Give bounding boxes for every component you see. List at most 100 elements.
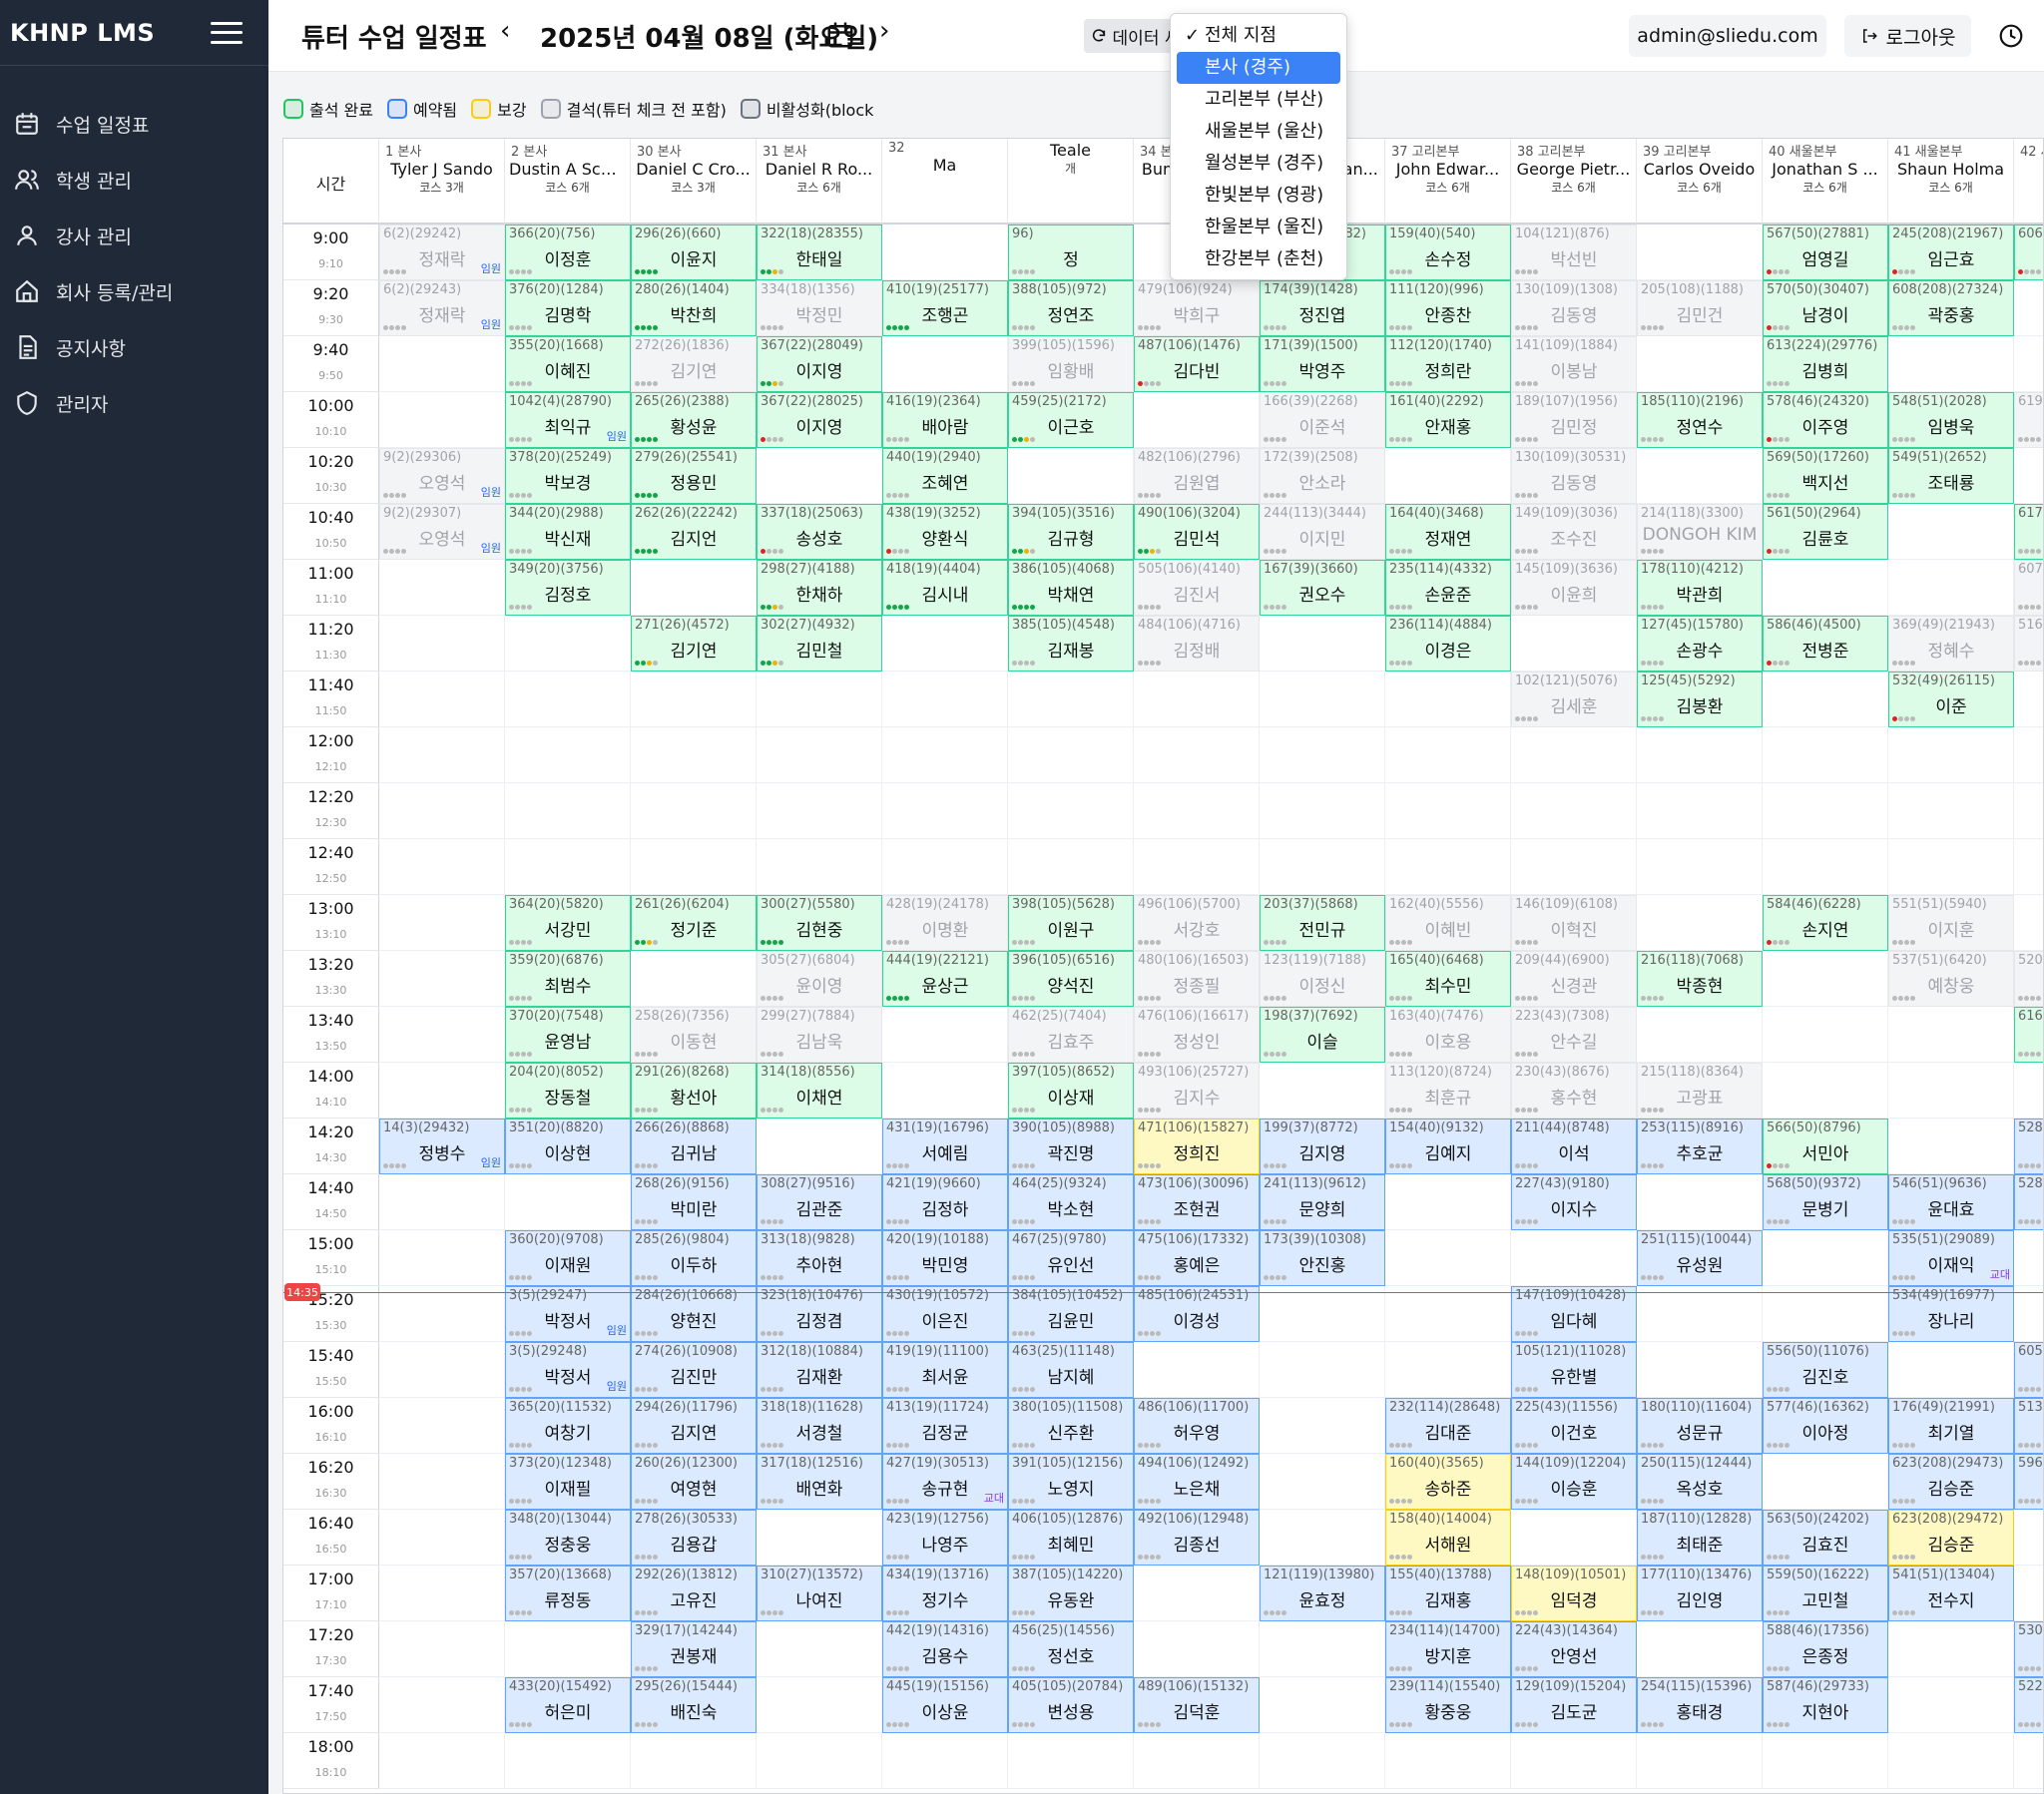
lesson-cell[interactable]: 367(22)(28025) 이지영 [757, 392, 882, 448]
lesson-cell[interactable]: 570(50)(30407) 남경이 [1763, 280, 1888, 336]
lesson-cell[interactable]: 260(26)(12300) 여영현 [631, 1454, 757, 1510]
lesson-cell[interactable]: 162(40)(5556) 이혜빈 [1385, 895, 1511, 951]
lesson-cell[interactable]: 567(50)(27881) 엄영길 [1763, 224, 1888, 280]
lesson-cell[interactable]: 216(118)(7068) 박종현 [1637, 951, 1763, 1007]
lesson-cell[interactable]: 378(20)(25249) 박보경 [505, 448, 631, 504]
lesson-cell[interactable]: 6(2)(29242) 정재락 임원 [379, 224, 505, 280]
branch-option[interactable]: 고리본부 (부산) [1177, 84, 1340, 116]
lesson-cell[interactable]: 147(109)(10428) 임다혜 [1511, 1286, 1637, 1342]
brand-logo[interactable]: KHNP LMS [10, 18, 156, 47]
tutor-header[interactable]: 31 본사 Daniel R Ro... 코스 6개 [757, 139, 882, 224]
menu-toggle-icon[interactable] [211, 21, 243, 44]
lesson-cell[interactable]: 561(50)(2964) 김륜호 [1763, 504, 1888, 560]
lesson-cell[interactable]: 418(19)(4404) 김시내 [882, 560, 1008, 616]
lesson-cell[interactable]: 227(43)(9180) 이지수 [1511, 1174, 1637, 1230]
lesson-cell[interactable]: 278(26)(30533) 김용갑 [631, 1510, 757, 1566]
lesson-cell[interactable]: 388(105)(972) 정연조 [1008, 280, 1134, 336]
lesson-cell[interactable]: 397(105)(8652) 이상재 [1008, 1063, 1134, 1119]
lesson-cell[interactable]: 532(49)(26115) 이준 [1888, 672, 2014, 727]
lesson-cell[interactable]: 160(40)(3565) 송하준 [1385, 1454, 1511, 1510]
lesson-cell[interactable]: 313(18)(9828) 추아현 [757, 1230, 882, 1286]
tutor-header[interactable]: 30 본사 Daniel C Cro... 코스 3개 [631, 139, 757, 224]
branch-option[interactable]: 한강본부 (춘천) [1177, 243, 1340, 275]
lesson-cell[interactable]: 9(2)(29306) 오영석 임원 [379, 448, 505, 504]
lesson-cell[interactable]: 164(40)(3468) 정재연 [1385, 504, 1511, 560]
lesson-cell[interactable]: 421(19)(9660) 김정하 [882, 1174, 1008, 1230]
lesson-cell[interactable]: 537(51)(6420) 예창웅 [1888, 951, 2014, 1007]
tutor-header[interactable]: 42 새Der [2014, 139, 2043, 224]
lesson-cell[interactable]: 423(19)(12756) 나영주 [882, 1510, 1008, 1566]
lesson-cell[interactable]: 530 [2014, 1621, 2043, 1677]
lesson-cell[interactable]: 623(208)(29472) 김승준 [1888, 1510, 2014, 1566]
lesson-cell[interactable]: 129(109)(15204) 김도균 [1511, 1677, 1637, 1733]
tutor-header[interactable]: 1 본사 Tyler J Sando 코스 3개 [379, 139, 505, 224]
tutor-header[interactable]: 37 고리본부 John Edwar... 코스 6개 [1385, 139, 1511, 224]
lesson-cell[interactable]: 440(19)(2940) 조혜연 [882, 448, 1008, 504]
lesson-cell[interactable]: 158(40)(14004) 서해원 [1385, 1510, 1511, 1566]
tutor-header[interactable]: 38 고리본부 George Pietr... 코스 6개 [1511, 139, 1637, 224]
lesson-cell[interactable]: 475(106)(17332) 홍예은 [1134, 1230, 1260, 1286]
lesson-cell[interactable]: 596 [2014, 1454, 2043, 1510]
lesson-cell[interactable]: 292(26)(13812) 고유진 [631, 1566, 757, 1621]
lesson-cell[interactable]: 141(109)(1884) 이봉남 [1511, 336, 1637, 392]
lesson-cell[interactable]: 214(118)(3300) DONGOH KIM [1637, 504, 1763, 560]
lesson-cell[interactable]: 265(26)(2388) 황성윤 [631, 392, 757, 448]
lesson-cell[interactable]: 546(51)(9636) 윤대효 [1888, 1174, 2014, 1230]
lesson-cell[interactable]: 274(26)(10908) 김진만 [631, 1342, 757, 1398]
lesson-cell[interactable]: 479(106)(924) 박희구 [1134, 280, 1260, 336]
lesson-cell[interactable]: 528 [2014, 1119, 2043, 1174]
lesson-cell[interactable]: 245(208)(21967) 임근효 [1888, 224, 2014, 280]
lesson-cell[interactable]: 198(37)(7692) 이슬 [1260, 1007, 1385, 1063]
lesson-cell[interactable]: 568(50)(9372) 문병기 [1763, 1174, 1888, 1230]
lesson-cell[interactable]: 239(114)(15540) 황중웅 [1385, 1677, 1511, 1733]
lesson-cell[interactable]: 127(45)(15780) 손광수 [1637, 616, 1763, 672]
lesson-cell[interactable]: 480(106)(16503) 정종필 [1134, 951, 1260, 1007]
lesson-cell[interactable]: 541(51)(13404) 전수지 [1888, 1566, 2014, 1621]
lesson-cell[interactable]: 577(46)(16362) 이아정 [1763, 1398, 1888, 1454]
lesson-cell[interactable]: 349(20)(3756) 김정호 [505, 560, 631, 616]
lesson-cell[interactable]: 556(50)(11076) 김진호 [1763, 1342, 1888, 1398]
lesson-cell[interactable]: 370(20)(7548) 윤영남 [505, 1007, 631, 1063]
lesson-cell[interactable]: 329(17)(14244) 권봉재 [631, 1621, 757, 1677]
lesson-cell[interactable]: 3(5)(29248) 박정서 임원 [505, 1342, 631, 1398]
lesson-cell[interactable]: 298(27)(4188) 한채하 [757, 560, 882, 616]
lesson-cell[interactable]: 300(27)(5580) 김현중 [757, 895, 882, 951]
lesson-cell[interactable]: 174(39)(1428) 정진엽 [1260, 280, 1385, 336]
lesson-cell[interactable]: 223(43)(7308) 안수길 [1511, 1007, 1637, 1063]
lesson-cell[interactable]: 262(26)(22242) 김지언 [631, 504, 757, 560]
branch-dropdown[interactable]: ✓ 전체 지점 본사 (경주) 고리본부 (부산) 새울본부 (울산) 월성본부 (경주)… [1170, 13, 1347, 280]
clock-icon[interactable] [1998, 23, 2024, 49]
lesson-cell[interactable]: 171(39)(1500) 박영주 [1260, 336, 1385, 392]
lesson-cell[interactable]: 149(109)(3036) 조수진 [1511, 504, 1637, 560]
lesson-cell[interactable]: 1042(4)(28790) 최익규 임원 [505, 392, 631, 448]
lesson-cell[interactable]: 189(107)(1956) 김민정 [1511, 392, 1637, 448]
lesson-cell[interactable]: 244(113)(3444) 이지민 [1260, 504, 1385, 560]
lesson-cell[interactable]: 146(109)(6108) 이혁진 [1511, 895, 1637, 951]
lesson-cell[interactable]: 434(19)(13716) 정기수 [882, 1566, 1008, 1621]
lesson-cell[interactable]: 487(106)(1476) 김다빈 [1134, 336, 1260, 392]
lesson-cell[interactable]: 369(49)(21943) 정혜수 [1888, 616, 2014, 672]
sidebar-item-5[interactable]: 관리자 [0, 375, 268, 431]
lesson-cell[interactable]: 284(26)(10668) 양현진 [631, 1286, 757, 1342]
lesson-cell[interactable]: 563(50)(24202) 김효진 [1763, 1510, 1888, 1566]
sidebar-item-1[interactable]: 학생 관리 [0, 152, 268, 208]
lesson-cell[interactable]: 569(50)(17260) 백지선 [1763, 448, 1888, 504]
lesson-cell[interactable]: 578(46)(24320) 이주영 [1763, 392, 1888, 448]
lesson-cell[interactable]: 105(121)(11028) 유한별 [1511, 1342, 1637, 1398]
lesson-cell[interactable]: 295(26)(15444) 배진숙 [631, 1677, 757, 1733]
lesson-cell[interactable]: 364(20)(5820) 서강민 [505, 895, 631, 951]
lesson-cell[interactable]: 209(44)(6900) 신경관 [1511, 951, 1637, 1007]
lesson-cell[interactable]: 445(19)(15156) 이상윤 [882, 1677, 1008, 1733]
lesson-cell[interactable]: 155(40)(13788) 김재홍 [1385, 1566, 1511, 1621]
lesson-cell[interactable]: 476(106)(16617) 정성인 [1134, 1007, 1260, 1063]
lesson-cell[interactable]: 176(49)(21991) 최기열 [1888, 1398, 2014, 1454]
lesson-cell[interactable]: 534(49)(16977) 장나리 [1888, 1286, 2014, 1342]
lesson-cell[interactable]: 489(106)(15132) 김덕훈 [1134, 1677, 1260, 1733]
branch-option[interactable]: 한울본부 (울진) [1177, 212, 1340, 243]
lesson-cell[interactable]: 215(118)(8364) 고광표 [1637, 1063, 1763, 1119]
lesson-cell[interactable]: 279(26)(25541) 정용민 [631, 448, 757, 504]
lesson-cell[interactable]: 619 [2014, 392, 2043, 448]
lesson-cell[interactable]: 167(39)(3660) 권오수 [1260, 560, 1385, 616]
lesson-cell[interactable]: 163(40)(7476) 이호용 [1385, 1007, 1511, 1063]
prev-date-button[interactable]: ‹ [500, 16, 511, 46]
